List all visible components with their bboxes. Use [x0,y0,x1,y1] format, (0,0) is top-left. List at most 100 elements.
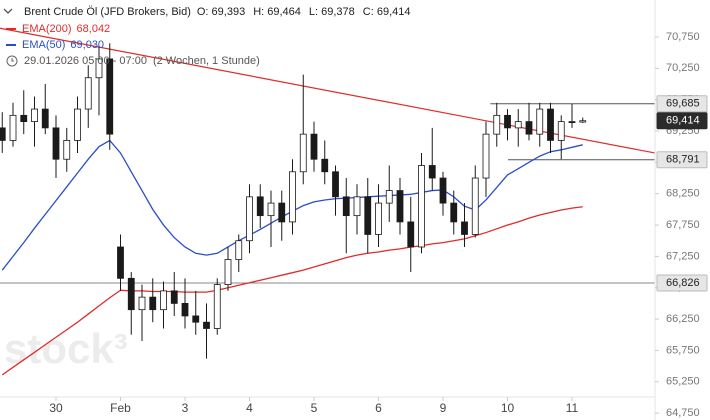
y-tick-label: 70,250 [666,62,700,74]
candle-body [31,108,38,123]
candle-body [299,133,307,173]
period: 29.01.2026 05:00 - 07:00 [24,55,147,67]
candle-body [267,202,275,217]
candle-body [418,165,425,248]
y-tick-label: 70,750 [666,31,700,43]
candle-body [321,158,329,173]
candle-body [493,114,501,135]
candle-body [547,108,554,141]
candle-body [235,240,243,260]
ohlc-open: O: 69,393 [197,6,245,18]
candle-body [375,202,382,235]
level-label: 69,685 [666,98,700,110]
candle-body [461,221,468,235]
candle-body [246,196,253,242]
candle-body [471,177,479,235]
legend-entry: EMA(200) 68,042 [22,23,110,35]
level-label-box [656,151,708,169]
legend-name: EMA(50) [22,39,65,51]
candle-body [160,290,167,311]
candle-body [84,77,92,110]
candle-body [364,196,372,235]
candle-body [0,127,6,141]
candle-body [256,196,264,217]
watermark: stock³ [4,325,128,372]
candle-body [20,114,28,123]
candle-body [41,108,49,129]
x-tick-label: 30 [49,401,63,415]
candle-body [428,165,436,179]
x-tick-label: 4 [246,401,253,415]
candle-body [9,114,17,141]
y-tick-label: 67,250 [666,250,700,262]
ohlc-low: L: 69,378 [309,6,355,18]
candle-body [557,121,565,141]
candle-body [149,296,157,311]
level-label-box [656,274,708,292]
candle-body [407,221,415,248]
y-tick-label: 65,250 [666,376,700,388]
y-tick-label: 67,750 [666,219,700,231]
candle-body [117,246,124,279]
candle-body [181,303,189,317]
candle-body [579,120,587,123]
instrument-title: Brent Crude Öl (JFD Brokers, Bid) [24,6,191,18]
x-tick-label: 10 [501,401,515,415]
candle-body [504,114,511,129]
collapse-icon[interactable] [3,8,13,14]
candle-body [278,202,286,223]
candle-body [213,284,221,329]
plot-area [0,27,655,376]
ohlc-high: H: 69,464 [253,6,301,18]
level-label-box [656,112,708,130]
legend: EMA(200) 68,042 EMA(50) 69,030 [6,23,110,51]
y-tick-label: 68,250 [666,188,700,200]
candle-body [63,140,71,160]
candle-body [224,259,232,285]
level-label: 66,826 [666,277,700,289]
candle-body [353,196,361,217]
period-line: 29.01.2026 05:00 - 07:00 (2 Wochen, 1 Stu… [24,55,260,67]
y-tick-label: 66,250 [666,313,700,325]
candle-body [106,58,114,135]
axes: 70,75070,25069,75069,25068,75068,25067,7… [49,31,708,419]
candle-body [74,108,81,141]
clock-icon [6,55,18,67]
x-tick-label: 5 [311,401,318,415]
ohlc-close: C: 69,414 [363,6,411,18]
y-tick-label: 65,750 [666,344,700,356]
candle-body [525,121,533,135]
x-tick-label: Feb [110,401,131,415]
clock-hand [11,58,14,62]
x-tick-label: 11 [566,401,579,415]
candle-body [342,196,350,217]
candle-body [514,121,522,129]
legend-name: EMA(200) [22,23,72,35]
candle-body [536,108,544,135]
x-tick-label: 3 [182,401,189,415]
x-tick-label: 9 [440,401,447,415]
candle-body [568,121,576,124]
candle-body [203,321,210,329]
level-label: 68,791 [666,154,700,166]
candle-body [332,171,339,198]
candle-body [450,202,458,223]
ema-line [1,206,583,376]
span: (2 Wochen, 1 Stunde) [153,55,260,67]
candle-body [127,277,135,311]
trendline [0,27,655,154]
header: Brent Crude Öl (JFD Brokers, Bid) O: 69,3… [3,6,411,67]
candle-body [439,177,447,204]
x-tick-label: 6 [375,401,382,415]
candle-body [396,190,404,223]
candle-body [192,315,200,323]
legend-entry: EMA(50) 69,030 [22,39,104,51]
candle-body [95,58,103,79]
candle-body [385,190,393,204]
candle-body [289,171,296,223]
legend-value: 69,030 [70,39,104,51]
y-tick-label: 64,750 [666,407,700,419]
level-label-box [656,95,708,113]
legend-value: 68,042 [77,23,111,35]
